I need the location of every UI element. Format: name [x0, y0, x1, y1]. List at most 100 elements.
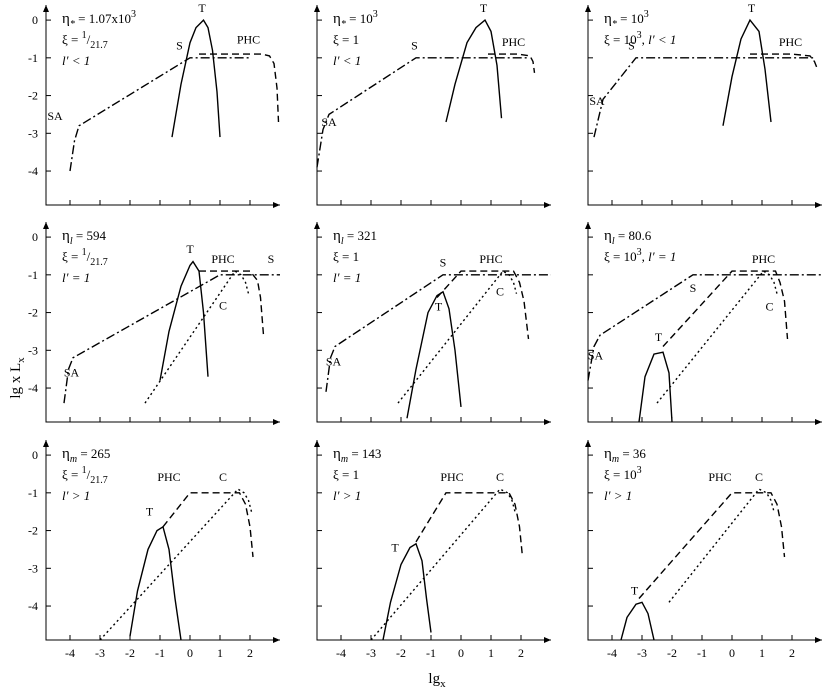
annotation-symbol: η — [62, 11, 70, 27]
x-axis-label: lgx — [428, 671, 446, 690]
panel-axes — [45, 5, 280, 206]
annotation-text: l′ < 1 — [648, 32, 676, 47]
annotation-symbol: η — [62, 446, 70, 462]
x-tick-label: -3 — [366, 646, 376, 660]
curve-label: PHC — [157, 470, 180, 484]
annotation-text: = 594 — [73, 228, 107, 243]
annotation-text: l′ = 1 — [62, 270, 90, 285]
panel-annotation-line: l′ < 1 — [62, 53, 90, 68]
annotation-superscript: 3 — [637, 30, 642, 41]
annotation-text: ξ = — [62, 467, 82, 482]
x-tick-label: -2 — [396, 646, 406, 660]
curve-label: T — [186, 242, 194, 256]
panel-axes — [587, 5, 822, 206]
annotation-text: = 321 — [344, 228, 377, 243]
curve-label: SA — [321, 115, 337, 129]
series-t — [620, 601, 655, 641]
annotation-subscript: l — [70, 236, 73, 247]
x-tick-label: -3 — [637, 646, 647, 660]
annotation-text: ξ = — [62, 32, 82, 47]
annotation-text: = 10 — [346, 11, 373, 26]
annotation-text: l′ < 1 — [62, 53, 90, 68]
panel-annotation-line: ξ = 1/21.7 — [62, 30, 108, 51]
annotation-text: ξ = 10 — [604, 32, 637, 47]
annotation-superscript: 3 — [637, 465, 642, 476]
x-axis-arrow-icon — [815, 637, 822, 643]
y-tick-label: -1 — [28, 51, 38, 65]
y-tick-label: -1 — [28, 486, 38, 500]
curve-label: PHC — [479, 252, 502, 266]
curve-label: T — [655, 330, 663, 344]
annotation-symbol: η — [604, 11, 612, 27]
annotation-text: ξ = 10 — [604, 467, 637, 482]
y-axis-label: lg x Lx — [8, 357, 27, 399]
annotation-text: ξ = 1 — [333, 32, 359, 47]
annotation-text: , — [642, 32, 649, 47]
curve-label: SA — [589, 94, 605, 108]
annotation-text: l′ > 1 — [333, 488, 361, 503]
annotation-subscript: 21.7 — [90, 40, 108, 51]
annotation-text: ξ = — [62, 249, 82, 264]
annotation-superscript: 1 — [82, 247, 87, 258]
y-tick-label: -2 — [28, 306, 38, 320]
curve-label: PHC — [237, 32, 260, 46]
x-tick-label: -4 — [336, 646, 346, 660]
y-axis-arrow-icon — [314, 5, 320, 12]
x-tick-label: 2 — [518, 646, 524, 660]
curve-label: PHC — [708, 470, 731, 484]
annotation-subscript: * — [341, 19, 346, 30]
curve-label: SA — [588, 349, 604, 363]
panel-annotation-line: l′ = 1 — [333, 270, 361, 285]
annotation-subscript: 21.7 — [90, 475, 108, 486]
curve-label: PHC — [779, 35, 802, 49]
series-sa-s — [316, 57, 527, 168]
x-tick-label: -4 — [607, 646, 617, 660]
panel-annotation-line: ηm = 36 — [604, 446, 646, 465]
annotation-text: / — [87, 467, 91, 482]
x-tick-label: 2 — [247, 646, 253, 660]
annotation-text: = 265 — [77, 446, 110, 461]
curve-label: C — [496, 470, 504, 484]
curve-label: PHC — [502, 35, 525, 49]
panel-axes — [316, 5, 551, 206]
annotation-subscript: m — [70, 454, 77, 465]
panel-5: SA S T PHC Cηl = 321 ξ = 1 l′ = 1 — [314, 222, 551, 425]
panel-annotation-line: ξ = 103, l′ < 1 — [604, 30, 676, 47]
annotation-symbol: η — [62, 228, 70, 244]
panel-annotation-line: η* = 103 — [333, 9, 378, 30]
annotation-text: = 10 — [617, 11, 644, 26]
series-t — [129, 525, 182, 641]
series-c — [668, 488, 775, 603]
series-phc — [199, 270, 265, 336]
curve-label: T — [748, 1, 756, 15]
annotation-text: = 80.6 — [615, 228, 652, 243]
panel-annotation-line: l′ > 1 — [62, 488, 90, 503]
annotation-subscript: l — [612, 236, 615, 247]
series-c — [656, 270, 778, 404]
panel-annotation-line: ξ = 1 — [333, 32, 359, 47]
x-tick-label: -4 — [65, 646, 75, 660]
x-tick-label: -1 — [155, 646, 165, 660]
curve-label: S — [268, 252, 275, 266]
y-axis-arrow-icon — [585, 5, 591, 12]
x-axis-arrow-icon — [273, 202, 280, 208]
y-axis-arrow-icon — [314, 222, 320, 229]
annotation-text: l′ > 1 — [604, 488, 632, 503]
annotation-subscript: m — [341, 454, 348, 465]
series-sa-s — [593, 57, 816, 138]
y-axis-arrow-icon — [43, 440, 49, 447]
annotation-subscript: 21.7 — [90, 257, 108, 268]
panel-axes — [45, 222, 280, 423]
panel-2: SA S T PHC η* = 103 ξ = 1 l′ < 1 — [314, 1, 551, 208]
annotation-subscript: l — [341, 236, 344, 247]
y-tick-label: -1 — [28, 268, 38, 282]
annotation-superscript: 3 — [131, 9, 136, 20]
curve-label: C — [765, 300, 773, 314]
annotation-text: l′ < 1 — [333, 53, 361, 68]
